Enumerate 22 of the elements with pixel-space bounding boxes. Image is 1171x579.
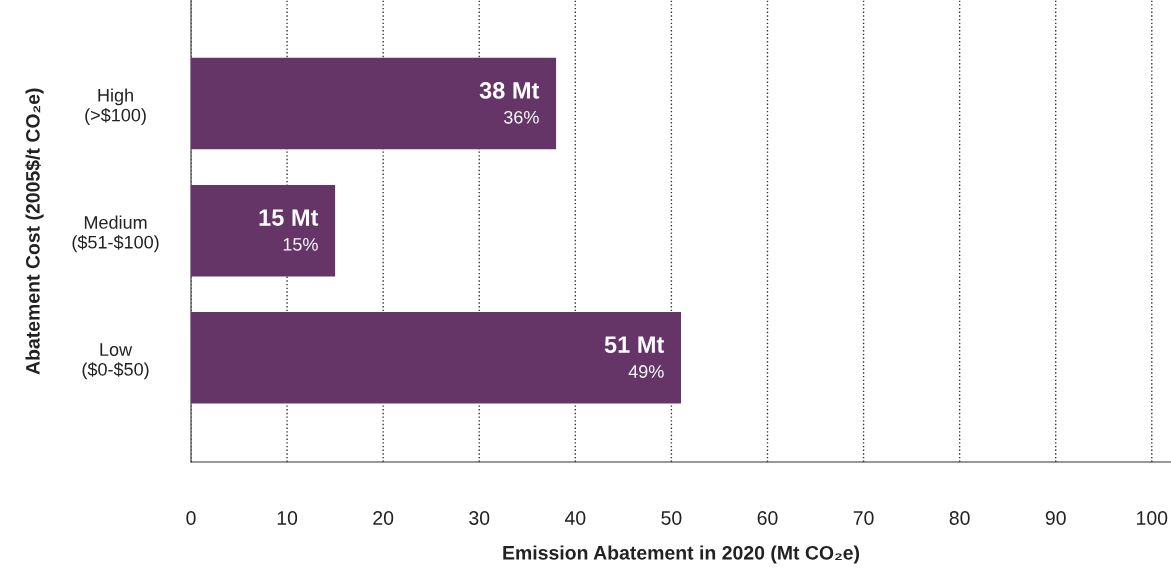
data-label: 15 Mt 15% (259, 209, 319, 251)
x-tick-label: 40 (564, 511, 586, 525)
y-tick-label: Low ($0-$50) (82, 343, 149, 380)
y-tick-label: Medium ($51-$100) (72, 215, 159, 253)
data-label: 51 Mt 49% (604, 336, 665, 378)
x-tick-label: 0 (186, 511, 196, 525)
x-tick-label: 10 (277, 511, 298, 525)
x-tick-label: 80 (949, 511, 970, 525)
x-tick-label: 70 (853, 511, 874, 525)
bar (191, 312, 681, 404)
x-tick-label: 100 (1137, 511, 1168, 525)
x-tick-label: 90 (1045, 511, 1066, 525)
data-label: 38 Mt 36% (479, 82, 540, 124)
x-tick-label: 30 (469, 511, 490, 525)
bar (191, 184, 336, 277)
y-tick-label: High (>$100) (85, 88, 146, 126)
x-tick-label: 50 (661, 511, 682, 525)
x-tick-label: 20 (373, 511, 394, 525)
bar (191, 57, 557, 150)
x-axis-title: Emission Abatement in 2020 (Mt CO₂e) (503, 545, 860, 564)
y-axis-title: Abatement Cost (2005$/t CO₂e) (25, 88, 44, 375)
x-tick-label: 60 (757, 511, 778, 525)
